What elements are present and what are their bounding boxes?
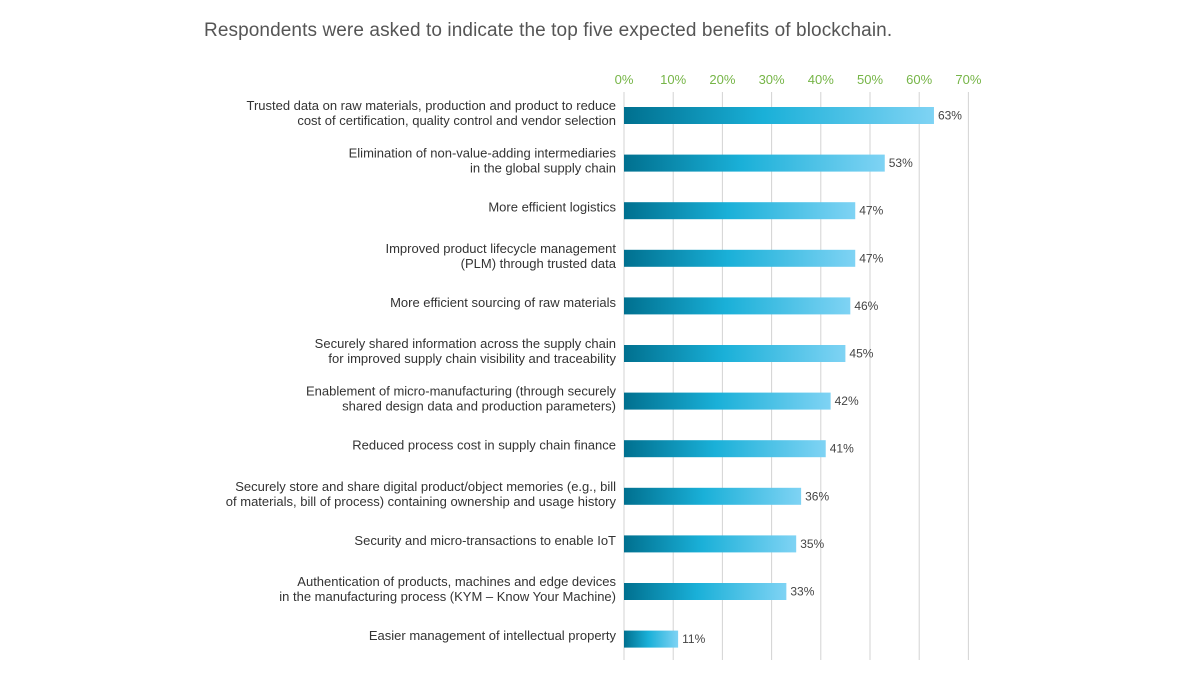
category-label-line: Securely store and share digital product…	[235, 479, 616, 494]
category-label: Reduced process cost in supply chain fin…	[352, 438, 616, 453]
category-label-line: Securely shared information across the s…	[315, 336, 616, 351]
bar-value-label: 63%	[938, 109, 962, 123]
gridlines	[623, 92, 969, 660]
chart-title: Respondents were asked to indicate the t…	[204, 20, 893, 41]
bar-value-label: 46%	[854, 299, 878, 313]
category-label: Security and micro-transactions to enabl…	[354, 533, 616, 548]
category-label-line: More efficient logistics	[488, 200, 616, 215]
bar	[624, 297, 851, 315]
x-tick-label: 0%	[615, 72, 634, 87]
category-label-line: (PLM) through trusted data	[461, 256, 617, 271]
category-labels: Trusted data on raw materials, productio…	[226, 98, 617, 643]
category-label-line: in the global supply chain	[470, 161, 616, 176]
bar-value-label: 35%	[800, 537, 824, 551]
bar	[624, 202, 856, 220]
x-tick-label: 70%	[955, 72, 981, 87]
bar-value-label: 45%	[849, 347, 873, 361]
category-label: Elimination of non-value-adding intermed…	[349, 146, 617, 176]
category-label-line: of materials, bill of process) containin…	[226, 494, 617, 509]
bar	[624, 583, 787, 600]
bar-value-label: 33%	[790, 585, 814, 599]
category-label: More efficient logistics	[488, 200, 616, 215]
bar-value-label: 36%	[805, 489, 829, 503]
category-label-line: Security and micro-transactions to enabl…	[354, 533, 616, 548]
category-label: Enablement of micro-manufacturing (throu…	[306, 384, 616, 414]
bar	[624, 535, 797, 553]
bar	[624, 392, 831, 410]
x-tick-label: 10%	[660, 72, 686, 87]
category-label-line: Reduced process cost in supply chain fin…	[352, 438, 616, 453]
bar-value-label: 41%	[830, 442, 854, 456]
category-label-line: shared design data and production parame…	[342, 399, 616, 414]
bar	[624, 154, 885, 172]
category-label-line: Trusted data on raw materials, productio…	[246, 98, 616, 113]
category-label-line: Enablement of micro-manufacturing (throu…	[306, 384, 616, 399]
x-tick-label: 60%	[906, 72, 932, 87]
category-label-line: for improved supply chain visibility and…	[328, 351, 616, 366]
category-label: Improved product lifecycle management (PL…	[385, 241, 616, 271]
category-label-line: More efficient sourcing of raw materials	[390, 295, 616, 310]
bar-value-label: 53%	[889, 156, 913, 170]
category-label-line: in the manufacturing process (KYM – Know…	[279, 589, 616, 604]
category-label: Easier management of intellectual proper…	[369, 628, 617, 643]
category-label-line: Improved product lifecycle management	[385, 241, 616, 256]
bars	[624, 107, 934, 648]
x-axis-ticks: 0% 10% 20% 30% 40% 50% 60% 70%	[615, 72, 982, 87]
bar-value-label: 11%	[682, 632, 705, 646]
x-tick-label: 30%	[759, 72, 785, 87]
bar	[624, 107, 934, 124]
x-tick-label: 50%	[857, 72, 883, 87]
category-label-line: Authentication of products, machines and…	[297, 574, 616, 589]
bar	[624, 249, 856, 267]
bar-value-label: 47%	[859, 251, 883, 265]
bar	[624, 345, 846, 362]
value-labels: 63% 53% 47% 47% 46% 45% 42% 41% 36% 35% 33% 11%	[682, 109, 962, 647]
category-label: More efficient sourcing of raw materials	[390, 295, 616, 310]
category-label: Securely store and share digital product…	[226, 479, 617, 509]
category-label: Trusted data on raw materials, productio…	[246, 98, 616, 128]
x-tick-label: 20%	[709, 72, 735, 87]
category-label-line: Easier management of intellectual proper…	[369, 628, 617, 643]
bar	[624, 440, 826, 458]
category-label: Authentication of products, machines and…	[279, 574, 616, 604]
bar-value-label: 47%	[859, 204, 883, 218]
x-tick-label: 40%	[808, 72, 834, 87]
category-label-line: cost of certification, quality control a…	[297, 113, 616, 128]
category-label-line: Elimination of non-value-adding intermed…	[349, 146, 617, 161]
category-label: Securely shared information across the s…	[315, 336, 617, 366]
bar	[624, 630, 679, 648]
bar-value-label: 42%	[835, 394, 859, 408]
bar	[624, 487, 802, 505]
